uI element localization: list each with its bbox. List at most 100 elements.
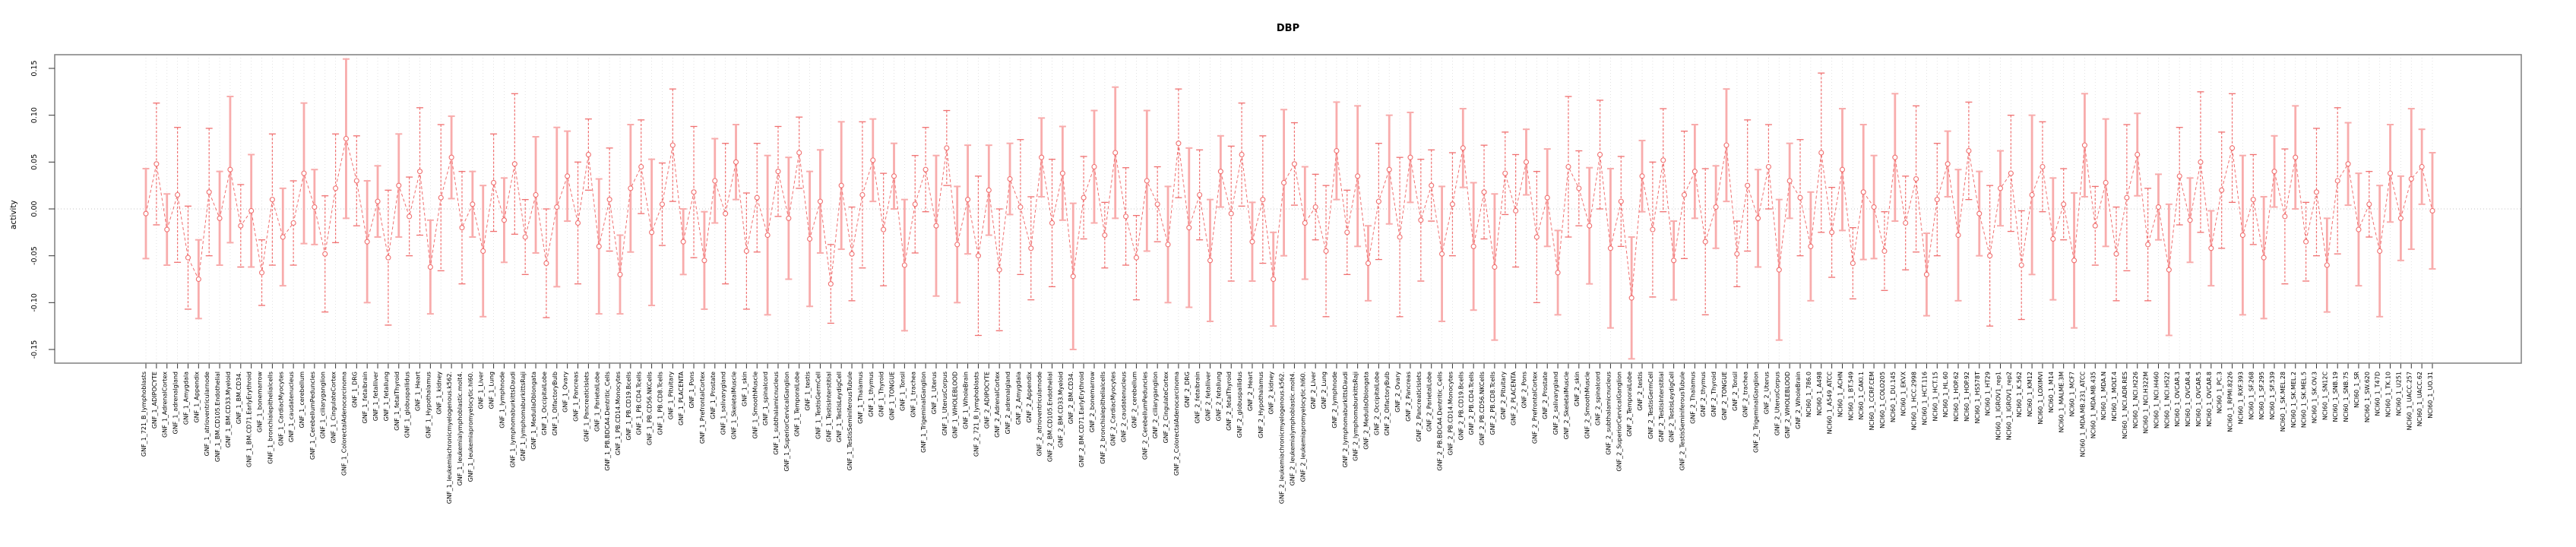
x-tick-label: NCI60_1_HT29	[1985, 372, 1992, 416]
data-point	[1871, 204, 1877, 210]
data-point	[2419, 163, 2425, 170]
x-tick-label: NCI60_1_SW.620	[2364, 372, 2371, 422]
x-tick-label: NCI60_1_NCI.H522	[2163, 372, 2170, 428]
data-point	[649, 229, 655, 236]
x-tick-label: NCI60_1_LOXIMVI	[2037, 372, 2044, 425]
x-tick-label: GNF_1_BM.CD71.EarlyErythroid	[246, 372, 253, 467]
x-tick-label: GNF_1_salivarygland	[720, 372, 727, 435]
data-point	[280, 234, 286, 240]
x-tick-label: NCI60_1_SF.295	[2258, 372, 2265, 419]
x-tick-label: GNF_2_leukemialymphoblastic.molt4.	[1289, 372, 1296, 485]
x-tick-label: GNF_1_ColorectalAdenocarcinoma	[340, 372, 347, 476]
x-tick-label: GNF_2_BM.CD71.EarlyErythroid	[1078, 372, 1085, 467]
data-point	[881, 226, 887, 232]
x-tick-label: GNF_2_trachea	[1742, 372, 1749, 418]
data-point	[1660, 157, 1666, 163]
x-tick-label: GNF_1_bonemarrow	[257, 372, 264, 433]
x-tick-label: GNF_1_TemporalLobe	[794, 372, 801, 437]
x-tick-label: NCI60_1_CAKI.1	[1858, 372, 1865, 420]
data-point	[2071, 258, 2078, 264]
x-tick-label: GNF_2_ADIPOCYTE	[983, 372, 990, 428]
data-point	[238, 223, 244, 229]
data-point	[701, 258, 707, 264]
x-tick-label: GNF_2_WholeBrain	[1795, 372, 1802, 429]
data-point	[1375, 198, 1381, 204]
data-point	[1618, 198, 1624, 204]
data-point	[723, 210, 729, 217]
data-point	[322, 251, 328, 257]
x-tick-label: GNF_1_TestisGermCell	[815, 372, 821, 439]
data-point	[1271, 276, 1277, 283]
data-point	[2261, 255, 2267, 261]
data-point	[364, 239, 370, 245]
y-tick-label: 0.05	[30, 154, 39, 170]
data-point	[638, 163, 644, 170]
data-point	[2313, 189, 2320, 195]
x-tick-label: GNF_2_SmoothMuscle	[1584, 372, 1591, 439]
data-point	[1302, 220, 1308, 226]
data-point	[2176, 173, 2182, 179]
x-tick-label: NCI60_1_IGROV1_rep1	[1995, 372, 2002, 440]
x-tick-label: GNF_2_Tonsil	[1732, 372, 1739, 411]
x-tick-label: GNF_1_Pancreas	[573, 372, 580, 422]
x-tick-label: GNF_1_fetalbrain	[362, 372, 369, 423]
y-tick-label: 0.15	[30, 60, 39, 76]
x-tick-label: GNF_1_DRG	[351, 372, 358, 408]
x-tick-label: GNF_2_CardiacMyocytes	[1110, 372, 1117, 446]
data-point	[416, 169, 423, 175]
data-point	[1228, 210, 1234, 217]
data-point	[1112, 150, 1119, 156]
x-tick-label: GNF_2_MedullaOblongata	[1363, 372, 1370, 450]
x-tick-label: GNF_2_PB.CD14.Monocytes	[1447, 372, 1454, 455]
x-tick-label: GNF_2_Lung	[1321, 372, 1328, 409]
x-tick-label: NCI60_1_HL.60	[1942, 372, 1949, 417]
x-tick-label: NCI60_1_BT.549	[1847, 372, 1854, 420]
data-point	[1533, 234, 1540, 240]
x-tick-label: GNF_2_leukemiapromyelocytic.hl60.	[1299, 372, 1306, 482]
data-point	[1987, 253, 1993, 259]
x-tick-label: NCI60_1_NCI.H460	[2153, 372, 2160, 428]
x-tick-label: GNF_1_Tonsil	[899, 372, 906, 411]
x-tick-label: GNF_1_BM.CD33.Myeloid	[225, 372, 232, 447]
data-point	[533, 191, 539, 198]
x-tick-label: GNF_1_leukemialymphoblastic.molt4.	[457, 372, 464, 485]
data-point	[522, 234, 528, 240]
data-point	[1681, 191, 1688, 198]
x-tick-label: GNF_2_OccipitalLobe	[1373, 372, 1380, 435]
x-tick-label: NCI60_1_PC.3	[2217, 372, 2223, 413]
x-tick-label: NCI60_1_SK.MEL.5	[2301, 372, 2308, 428]
data-point	[1439, 251, 1445, 257]
data-point	[1344, 229, 1350, 236]
x-tick-label: GNF_1_lymphnode	[498, 372, 505, 428]
data-point	[1460, 145, 1466, 151]
data-point	[1945, 161, 1951, 167]
x-tick-label: NCI60_1_MCF7	[2069, 372, 2076, 416]
data-point	[248, 207, 255, 214]
data-point	[1365, 260, 1372, 267]
x-tick-label: GNF_2_atrioventricularnode	[1036, 372, 1043, 456]
data-point	[2008, 170, 2014, 176]
data-point	[2040, 163, 2046, 170]
data-point	[301, 170, 307, 176]
data-point	[1723, 142, 1729, 148]
data-point	[1691, 169, 1698, 175]
data-point	[333, 185, 339, 191]
x-tick-label: GNF_1_Hypothalamus	[425, 372, 432, 438]
data-point	[1565, 163, 1571, 170]
x-tick-label: GNF_2_ParietalLobe	[1426, 372, 1433, 432]
x-tick-label: GNF_1_OccipitalLobe	[541, 372, 548, 435]
data-point	[585, 151, 591, 158]
data-point	[2239, 232, 2245, 239]
x-tick-label: NCI60_1_SK.OV.3	[2311, 372, 2318, 423]
x-tick-label: GNF_2_UterusCorpus	[1774, 372, 1780, 435]
x-tick-label: GNF_2_globuspallidus	[1236, 372, 1243, 438]
x-tick-label: NCI60_1_DU.145	[1890, 372, 1897, 422]
x-tick-label: NCI60_1_UO.31	[2427, 372, 2434, 419]
data-point	[227, 166, 233, 172]
data-point	[1312, 204, 1318, 210]
x-tick-label: GNF_1_MedullaOblongata	[530, 372, 537, 450]
x-tick-label: GNF_2_Thyroid	[1710, 372, 1717, 417]
x-tick-label: GNF_1_spinalcord	[762, 372, 769, 425]
data-point	[986, 187, 992, 193]
